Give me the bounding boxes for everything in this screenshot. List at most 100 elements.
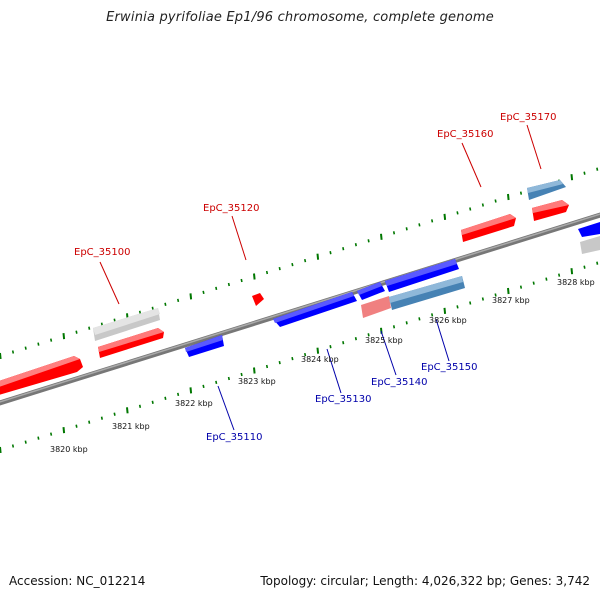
gene-epc-35090[interactable] bbox=[0, 356, 83, 397]
minor-tick bbox=[227, 376, 230, 381]
accession-text: Accession: NC_012214 bbox=[9, 574, 146, 588]
gene-epc-35145[interactable] bbox=[385, 259, 459, 292]
major-tick bbox=[0, 352, 2, 360]
minor-tick bbox=[418, 223, 421, 227]
minor-tick bbox=[456, 211, 459, 215]
minor-tick bbox=[342, 341, 345, 345]
major-tick bbox=[570, 174, 574, 181]
leader-epc-35160 bbox=[461, 142, 482, 188]
gene-epc-35175[interactable] bbox=[532, 200, 569, 221]
gene-epc-35150[interactable] bbox=[389, 276, 465, 310]
major-tick bbox=[443, 307, 447, 314]
minor-tick bbox=[583, 171, 586, 175]
minor-tick bbox=[227, 282, 230, 287]
minor-tick bbox=[596, 261, 599, 265]
minor-tick bbox=[392, 231, 396, 235]
kbp-label: 3826 kbp bbox=[429, 316, 467, 325]
minor-tick bbox=[392, 325, 396, 329]
label-epc-35100: EpC_35100 bbox=[74, 247, 130, 258]
gene-epc-35130[interactable] bbox=[273, 292, 357, 327]
minor-tick bbox=[519, 285, 523, 289]
leader-epc-35100 bbox=[99, 261, 120, 305]
minor-tick bbox=[164, 396, 167, 400]
minor-tick bbox=[354, 243, 357, 247]
lower-tick-row bbox=[0, 261, 599, 454]
minor-tick bbox=[100, 416, 103, 420]
major-tick bbox=[253, 367, 256, 374]
label-epc-35120: EpC_35120 bbox=[203, 203, 259, 214]
minor-tick bbox=[11, 444, 15, 448]
gene-epc-35160[interactable] bbox=[461, 214, 516, 242]
minor-tick bbox=[519, 191, 523, 195]
major-tick bbox=[62, 427, 66, 434]
minor-tick bbox=[367, 239, 370, 243]
label-epc-35150: EpC_35150 bbox=[421, 362, 477, 373]
leader-epc-35140 bbox=[380, 330, 397, 376]
kbp-label: 3828 kbp bbox=[557, 278, 595, 287]
minor-tick bbox=[37, 436, 40, 440]
minor-tick bbox=[481, 297, 484, 301]
kbp-label: 3821 kbp bbox=[112, 422, 150, 431]
major-tick bbox=[126, 407, 129, 414]
kbp-label: 3820 kbp bbox=[50, 445, 88, 454]
minor-tick bbox=[329, 251, 332, 255]
minor-tick bbox=[469, 301, 472, 305]
label-epc-35170: EpC_35170 bbox=[500, 112, 556, 123]
minor-tick bbox=[469, 207, 472, 211]
minor-tick bbox=[278, 266, 281, 271]
major-tick bbox=[570, 268, 574, 275]
major-tick bbox=[189, 387, 193, 394]
minor-tick bbox=[265, 270, 269, 275]
minor-tick bbox=[240, 278, 243, 283]
minor-tick bbox=[342, 247, 345, 251]
minor-tick bbox=[596, 167, 599, 171]
minor-tick bbox=[50, 432, 53, 436]
gene-epc-35140[interactable] bbox=[357, 282, 391, 318]
genome-summary-text: Topology: circular; Length: 4,026,322 bp… bbox=[260, 574, 590, 588]
kbp-label: 3825 kbp bbox=[365, 336, 403, 345]
major-tick bbox=[253, 273, 256, 280]
chromosome-backbone bbox=[0, 212, 600, 406]
gene-epc-35170[interactable] bbox=[527, 180, 566, 200]
major-tick bbox=[507, 287, 510, 295]
minor-tick bbox=[367, 333, 370, 337]
minor-tick bbox=[202, 384, 205, 389]
minor-tick bbox=[291, 356, 294, 361]
minor-tick bbox=[278, 360, 281, 365]
chromosome-backbone-highlight bbox=[0, 213, 600, 403]
minor-tick bbox=[265, 364, 269, 369]
gene-epc-35105[interactable] bbox=[98, 328, 164, 358]
label-epc-35130: EpC_35130 bbox=[315, 394, 371, 405]
minor-tick bbox=[113, 412, 116, 416]
minor-tick bbox=[11, 350, 15, 354]
minor-tick bbox=[304, 258, 307, 263]
minor-tick bbox=[24, 440, 27, 444]
minor-tick bbox=[177, 298, 180, 303]
minor-tick bbox=[494, 293, 497, 297]
minor-tick bbox=[240, 372, 243, 377]
minor-tick bbox=[215, 286, 218, 291]
kbp-label: 3827 kbp bbox=[492, 296, 530, 305]
leader-epc-35170 bbox=[526, 124, 542, 170]
kbp-label: 3823 kbp bbox=[238, 377, 276, 386]
minor-tick bbox=[456, 305, 459, 309]
minor-tick bbox=[177, 392, 180, 397]
minor-tick bbox=[138, 404, 142, 408]
gene-epc-35110[interactable] bbox=[185, 335, 224, 357]
minor-tick bbox=[431, 313, 434, 317]
minor-tick bbox=[75, 330, 78, 334]
minor-tick bbox=[291, 262, 294, 267]
minor-tick bbox=[88, 420, 91, 424]
minor-tick bbox=[494, 199, 497, 203]
map-title: Erwinia pyrifoliae Ep1/96 chromosome, co… bbox=[106, 10, 494, 25]
leader-epc-35150 bbox=[435, 318, 450, 362]
gene-epc-35100[interactable] bbox=[93, 308, 160, 341]
minor-tick bbox=[431, 219, 434, 223]
major-tick bbox=[443, 213, 447, 220]
gene-epc-35120[interactable] bbox=[252, 293, 264, 306]
minor-tick bbox=[481, 203, 484, 207]
major-tick bbox=[316, 253, 320, 260]
gene-epc-35180[interactable] bbox=[578, 222, 600, 254]
minor-tick bbox=[532, 281, 535, 285]
